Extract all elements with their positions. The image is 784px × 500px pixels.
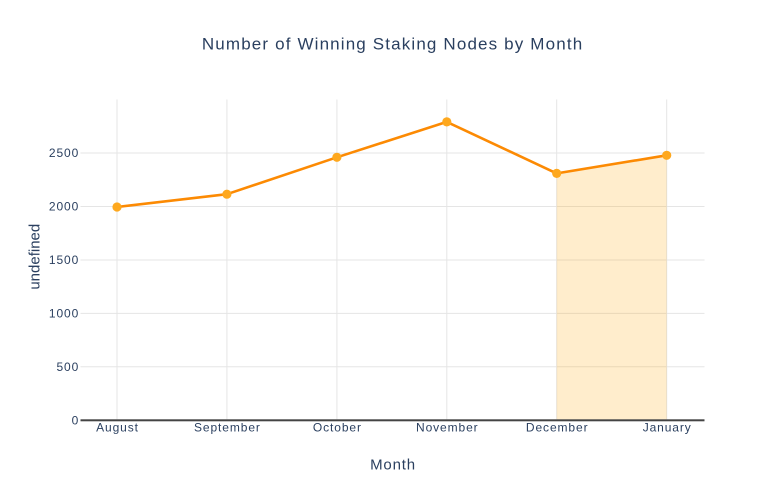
svg-text:Month: Month bbox=[370, 457, 416, 474]
svg-text:November: November bbox=[416, 420, 479, 434]
svg-text:December: December bbox=[526, 420, 589, 434]
svg-text:2000: 2000 bbox=[49, 200, 79, 214]
svg-text:2500: 2500 bbox=[49, 146, 79, 160]
svg-text:1000: 1000 bbox=[49, 307, 79, 321]
svg-text:Number of Winning Staking Node: Number of Winning Staking Nodes by Month bbox=[202, 34, 583, 53]
svg-text:August: August bbox=[96, 420, 139, 434]
svg-text:undefined: undefined bbox=[26, 224, 43, 290]
svg-text:September: September bbox=[194, 420, 261, 434]
svg-text:500: 500 bbox=[56, 360, 79, 374]
svg-text:1500: 1500 bbox=[49, 253, 79, 267]
svg-text:October: October bbox=[313, 420, 362, 434]
svg-text:January: January bbox=[643, 420, 692, 434]
svg-text:0: 0 bbox=[72, 414, 80, 428]
